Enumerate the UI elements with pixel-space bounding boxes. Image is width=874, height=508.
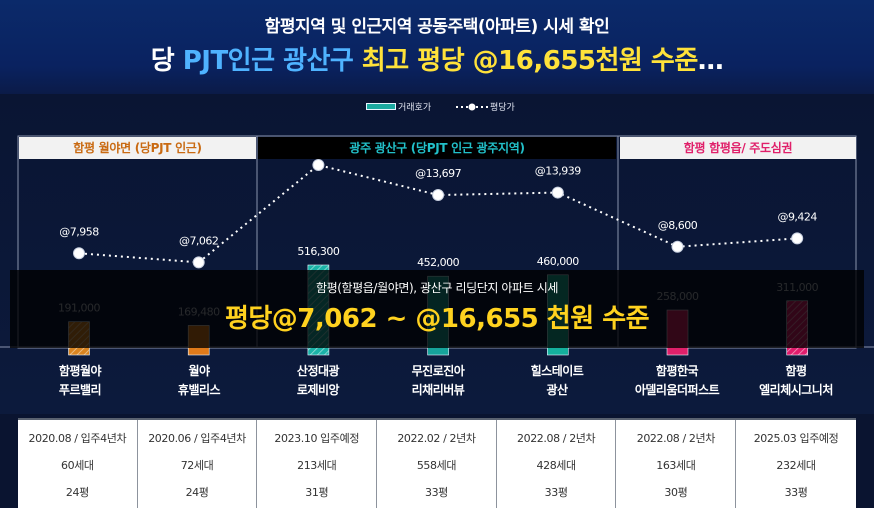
page-subtitle: 함평지역 및 인근지역 공동주택(아파트) 시세 확인 xyxy=(264,17,610,37)
legend-line-swatch xyxy=(456,103,488,111)
table-cell-units: 213세대 xyxy=(297,459,337,472)
table-cell-units: 232세대 xyxy=(776,459,816,472)
complex-name: 무진로진아 리채리버뷰 xyxy=(383,362,493,400)
region-header-hampyeong: 함평 함평읍/ 주도심권 xyxy=(620,137,856,159)
price-label-4: @13,697 xyxy=(415,167,461,180)
table-cell-date: 2022.08 / 2년차 xyxy=(517,432,596,445)
complex-name-line2: 푸르밸리 xyxy=(58,383,102,397)
complex-name-line1: 함평월야 xyxy=(58,364,102,378)
price-label-7: @9,424 xyxy=(777,210,817,223)
complex-name-line1: 월야 xyxy=(188,364,210,378)
table-cell-date: 2022.08 / 2년차 xyxy=(636,432,716,445)
table-cell-size: 30평 xyxy=(664,486,688,499)
complex-name-line2: 엘리체시그니처 xyxy=(759,383,833,397)
price-point-4 xyxy=(432,189,445,202)
complex-name: 산정대광 로제비앙 xyxy=(263,362,373,400)
price-point-5 xyxy=(551,186,564,199)
table-cell-units: 558세대 xyxy=(416,459,457,472)
price-point-6 xyxy=(671,240,684,253)
table-column: 2020.08 / 입주4년차 60세대 24평 xyxy=(18,420,138,508)
table-column: 2025.03 입주예정 232세대 33평 xyxy=(736,420,856,508)
price-point-7 xyxy=(791,232,804,245)
complex-name: 힐스테이트 광산 xyxy=(502,362,612,400)
table-column: 2022.08 / 2년차 163세대 30평 xyxy=(617,420,737,508)
region-header-wolya: 함평 월야면 (당PJT 인근) xyxy=(19,137,256,159)
price-point-3 xyxy=(312,159,325,171)
table-cell-date: 2020.06 / 입주4년차 xyxy=(148,432,246,445)
price-point-1 xyxy=(73,247,85,260)
table-cell-units: 428세대 xyxy=(536,459,577,472)
table-column: 2020.06 / 입주4년차 72세대 24평 xyxy=(138,420,258,508)
legend-bar-swatch xyxy=(366,103,396,110)
complex-name-line2: 광산 xyxy=(546,383,568,397)
legend-bar-label: 거래호가 xyxy=(398,103,432,113)
complex-name-line2: 아델리움더퍼스트 xyxy=(634,383,720,397)
banner-main-text: 평당@7,062 ~ @16,655 천원 수준 xyxy=(224,304,650,334)
table-cell-size: 24평 xyxy=(65,486,89,499)
table-cell-size: 33평 xyxy=(424,486,448,499)
page-title: 당 PJT인근 광산구 최고 평당 @16,655천원 수준… xyxy=(0,40,874,77)
complex-name-line1: 무진로진아 xyxy=(411,364,465,378)
table-cell-date: 2020.08 / 입주4년차 xyxy=(28,432,127,445)
complex-name: 월야 휴밸리스 xyxy=(144,362,254,400)
title-part-1: 당 xyxy=(150,46,183,76)
price-label-1: @7,958 xyxy=(59,225,99,238)
table-cell-size: 24평 xyxy=(185,486,209,499)
table-column: 2022.02 / 2년차 558세대 33평 xyxy=(377,420,497,508)
title-part-4: … xyxy=(697,46,724,76)
complex-name: 함평월야 푸르밸리 xyxy=(25,362,135,400)
legend-line-label: 평당가 xyxy=(490,103,515,113)
info-table: 2020.08 / 입주4년차 60세대 24평 2020.06 / 입주4년차… xyxy=(18,418,856,508)
header: 함평지역 및 인근지역 공동주택(아파트) 시세 확인 당 PJT인근 광산구 … xyxy=(0,0,874,94)
complex-name: 함평 엘리체시그니처 xyxy=(741,362,851,400)
table-column: 2022.08 / 2년차 428세대 33평 xyxy=(497,420,617,508)
bar-label-5: 460,000 xyxy=(537,255,579,268)
banner-subtitle: 함평(함평읍/월야면), 광산구 리딩단지 아파트 시세 xyxy=(315,281,559,295)
price-label-2: @7,062 xyxy=(179,234,219,247)
complex-name-line1: 힐스테이트 xyxy=(530,364,584,378)
title-part-3: 최고 평당 @16,655천원 수준 xyxy=(361,46,698,76)
title-part-2: PJT인근 광산구 xyxy=(182,46,362,76)
summary-banner: 함평(함평읍/월야면), 광산구 리딩단지 아파트 시세 평당@7,062 ~ … xyxy=(10,270,864,348)
complex-name-line2: 로제비앙 xyxy=(296,383,340,397)
price-label-6: @8,600 xyxy=(658,219,698,232)
table-cell-units: 60세대 xyxy=(61,459,94,472)
table-cell-units: 163세대 xyxy=(656,459,696,472)
complex-name-line1: 산정대광 xyxy=(296,364,340,378)
complex-name-line1: 함평한국 xyxy=(655,364,699,378)
price-label-5: @13,939 xyxy=(535,165,581,178)
table-cell-size: 31평 xyxy=(305,486,329,499)
chart-legend: 거래호가 평당가 xyxy=(0,100,874,114)
region-header-gwangsan: 광주 광산구 (당PJT 인근 광주지역) xyxy=(258,137,616,159)
table-cell-date: 2025.03 입주예정 xyxy=(753,432,839,445)
table-cell-size: 33평 xyxy=(784,486,808,499)
complex-name-line2: 휴밸리스 xyxy=(177,383,221,397)
bar-label-3: 516,300 xyxy=(297,245,339,258)
bar-label-4: 452,000 xyxy=(417,256,459,269)
complex-name-line2: 리채리버뷰 xyxy=(411,383,465,397)
price-point-2 xyxy=(192,256,205,269)
complex-name-line1: 함평 xyxy=(785,364,807,378)
table-cell-units: 72세대 xyxy=(180,459,214,472)
complex-name: 함평한국 아델리움더퍼스트 xyxy=(622,362,732,400)
table-cell-date: 2022.02 / 2년차 xyxy=(397,432,476,445)
table-column: 2023.10 입주예정 213세대 31평 xyxy=(257,420,378,508)
table-cell-size: 33평 xyxy=(544,486,568,499)
table-cell-date: 2023.10 입주예정 xyxy=(274,432,360,445)
